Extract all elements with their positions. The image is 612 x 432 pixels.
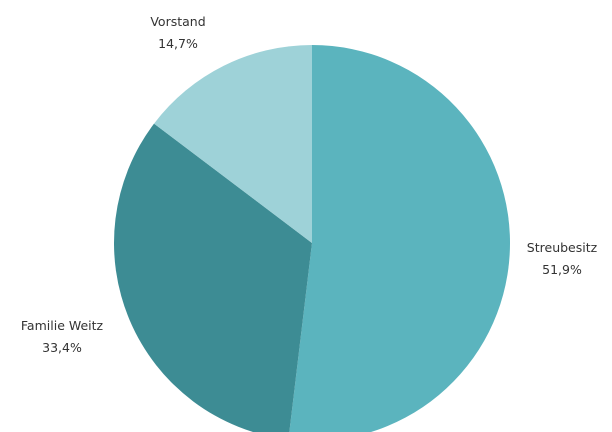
pie-slice-streubesitz bbox=[289, 45, 511, 432]
slice-value-streubesitz: 51,9% bbox=[542, 262, 582, 277]
pie-slice-familie-weitz bbox=[114, 123, 312, 432]
pie-slice-vorstand bbox=[154, 45, 312, 243]
slice-label-streubesitz: Streubesitz bbox=[527, 240, 598, 255]
slice-label-familie-weitz: Familie Weitz bbox=[21, 318, 104, 333]
pie-slices bbox=[114, 45, 511, 432]
pie-labels: Streubesitz 51,9% Familie Weitz 33,4% Vo… bbox=[21, 14, 598, 355]
slice-label-vorstand: Vorstand bbox=[150, 14, 205, 29]
slice-value-vorstand: 14,7% bbox=[158, 36, 198, 51]
slice-value-familie-weitz: 33,4% bbox=[42, 340, 82, 355]
